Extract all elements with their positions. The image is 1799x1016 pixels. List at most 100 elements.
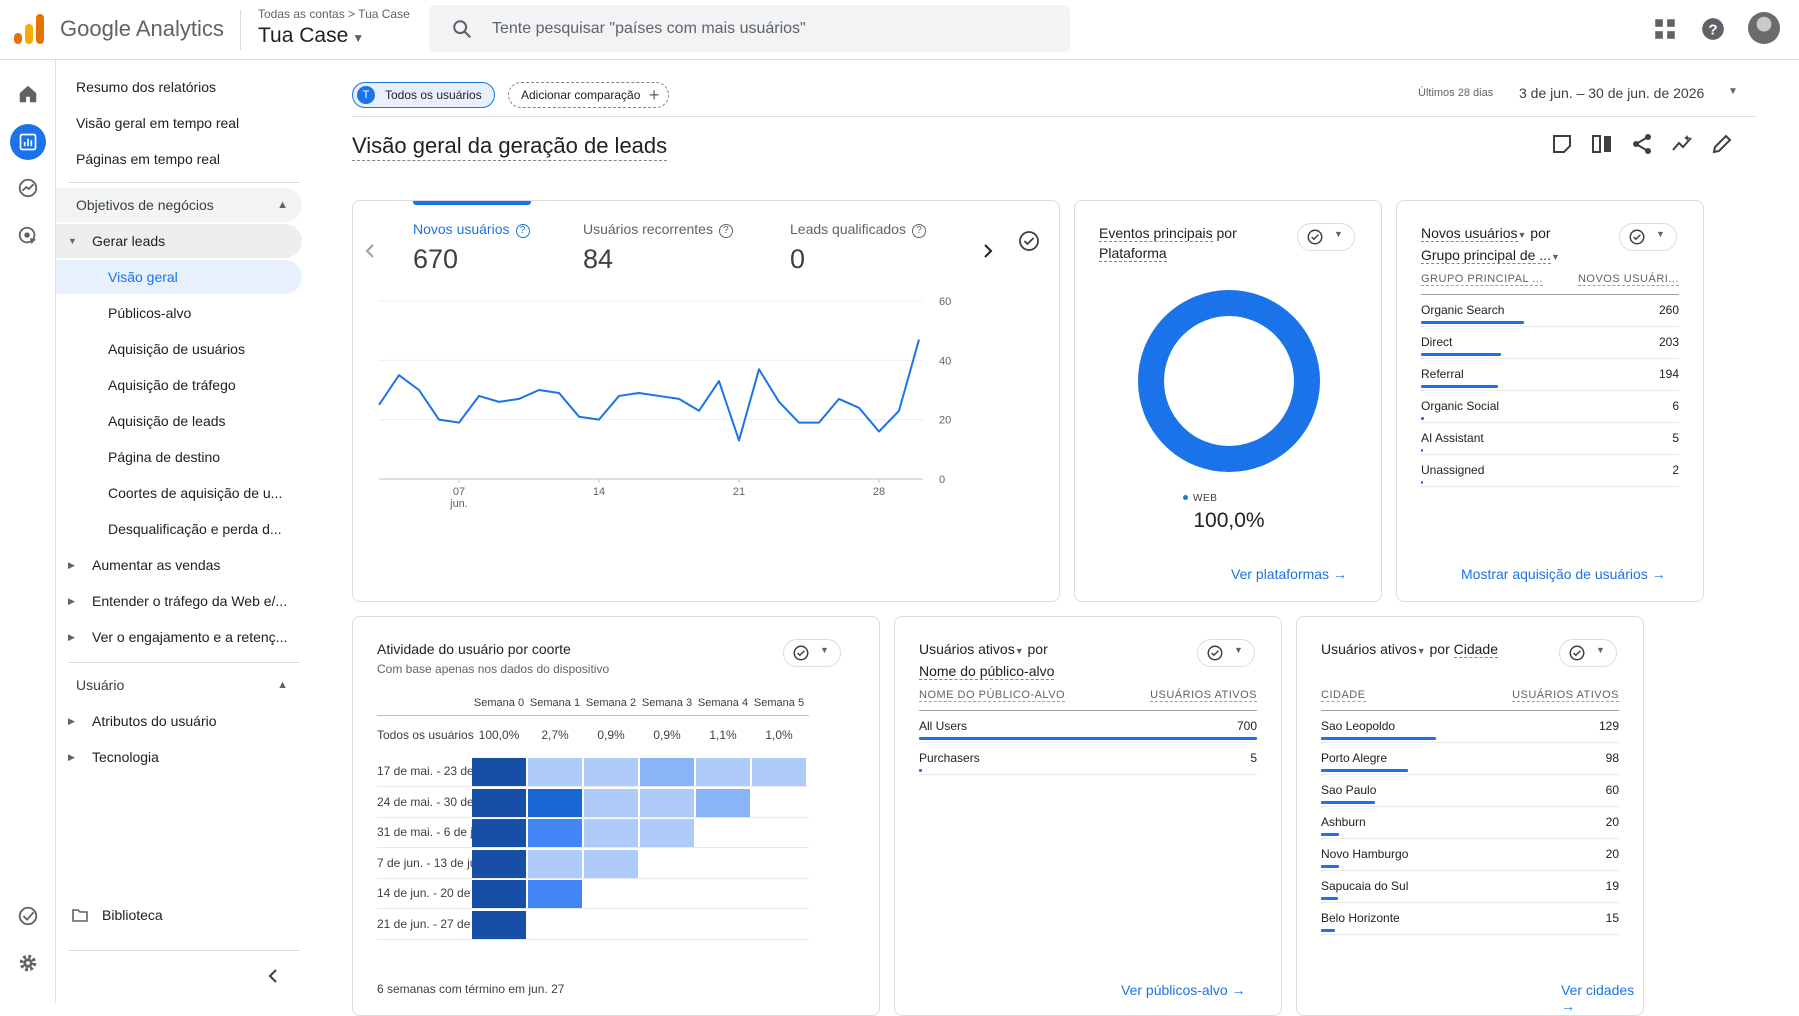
edit-icon[interactable] (1710, 132, 1734, 156)
dimension-selector[interactable]: Plataforma (1099, 245, 1167, 262)
cohort-cell[interactable] (584, 758, 638, 786)
column-header[interactable]: GRUPO PRINCIPAL ... (1421, 273, 1543, 286)
nav-generate-leads[interactable]: ▼ Gerar leads (56, 224, 302, 258)
help-icon[interactable]: ? (911, 224, 926, 238)
city-row[interactable]: Novo Hamburgo 20 (1321, 839, 1619, 871)
cohort-cell[interactable] (584, 819, 638, 847)
nav-acquisition-cohorts[interactable]: Coortes de aquisição de u... (108, 485, 283, 501)
help-icon[interactable]: ? (515, 224, 530, 238)
nav-user-attributes[interactable]: ▶ Atributos do usuário (56, 704, 302, 738)
breadcrumb[interactable]: Todas as contas > Tua Case (258, 7, 410, 21)
home-icon[interactable] (14, 80, 42, 108)
cohort-cell[interactable] (640, 819, 694, 847)
city-row[interactable]: Ashburn 20 (1321, 807, 1619, 839)
nav-traffic-acquisition[interactable]: Aquisição de tráfego (108, 377, 236, 393)
view-cities-link[interactable]: Ver cidades → (1561, 982, 1643, 1014)
date-range-picker[interactable]: 3 de jun. – 30 de jun. de 2026 (1519, 85, 1705, 101)
metric-selector[interactable]: Usuários ativos (1321, 641, 1417, 657)
analytics-logo[interactable] (14, 14, 44, 44)
cohort-cell[interactable] (528, 758, 582, 786)
reports-icon[interactable] (10, 124, 46, 160)
account-avatar[interactable] (1748, 12, 1780, 44)
nav-realtime-pages[interactable]: Páginas em tempo real (76, 151, 220, 167)
column-header[interactable]: USUÁRIOS ATIVOS (1512, 689, 1619, 702)
metric-selector[interactable]: Usuários ativos (919, 641, 1015, 657)
view-audiences-link[interactable]: Ver públicos-alvo → (1121, 982, 1246, 998)
cohort-cell[interactable] (528, 819, 582, 847)
nav-disqualification[interactable]: Desqualificação e perda d... (108, 521, 282, 537)
apps-grid-icon[interactable] (1652, 16, 1678, 42)
column-header[interactable]: NOVOS USUÁRI... (1577, 273, 1679, 286)
cohort-cell[interactable] (528, 849, 582, 878)
city-row[interactable]: Belo Horizonte 15 (1321, 903, 1619, 935)
city-row[interactable]: Porto Alegre 98 (1321, 743, 1619, 775)
acquisition-row[interactable]: Organic Search 260 (1421, 295, 1679, 327)
comparison-chip-all-users[interactable]: T Todos os usuários (352, 82, 495, 108)
nav-web-traffic[interactable]: ▶ Entender o tráfego da Web e/... (56, 584, 302, 618)
column-header[interactable]: CIDADE (1321, 689, 1366, 702)
cohort-cell[interactable] (472, 910, 526, 939)
nav-overview[interactable]: Visão geral (56, 260, 302, 294)
column-header[interactable]: NOME DO PÚBLICO-ALVO (919, 689, 1066, 702)
nav-audiences[interactable]: Públicos-alvo (108, 305, 192, 321)
metric-tab-new-users[interactable]: Novos usuários? 670 (413, 221, 530, 275)
caret-down-icon[interactable]: ▼ (1728, 86, 1738, 97)
dimension-selector[interactable]: Cidade (1453, 641, 1499, 658)
metric-tab-qualified-leads[interactable]: Leads qualificados? 0 (790, 221, 926, 275)
search-bar[interactable]: Tente pesquisar "países com mais usuário… (429, 5, 1070, 52)
nav-engagement[interactable]: ▶ Ver o engajamento e a retenç... (56, 620, 302, 654)
advertising-icon[interactable] (14, 222, 42, 250)
nav-lead-acquisition[interactable]: Aquisição de leads (108, 413, 226, 429)
cohort-cell[interactable] (528, 788, 582, 817)
acquisition-row[interactable]: AI Assistant 5 (1421, 423, 1679, 455)
acquisition-row[interactable]: Organic Social 6 (1421, 391, 1679, 423)
compare-menu-button[interactable]: ▼ (1297, 223, 1355, 251)
city-row[interactable]: Sapucaia do Sul 19 (1321, 871, 1619, 903)
column-header[interactable]: USUÁRIOS ATIVOS (1150, 689, 1257, 702)
cohort-cell[interactable] (472, 788, 526, 817)
collapse-nav-icon[interactable] (266, 968, 280, 984)
compare-menu-button[interactable]: ▼ (1197, 639, 1255, 667)
compare-menu-button[interactable]: ▼ (1619, 223, 1677, 251)
add-comparison-button[interactable]: Adicionar comparação + (508, 82, 670, 108)
nav-section-user[interactable]: Usuário ▲ (56, 668, 302, 702)
settings-icon[interactable] (14, 949, 42, 977)
nav-section-business-objectives[interactable]: Objetivos de negócios ▲ (56, 188, 302, 222)
cohort-cell[interactable] (472, 758, 526, 786)
city-row[interactable]: Sao Leopoldo 129 (1321, 711, 1619, 743)
compare-menu-button[interactable]: ▼ (1559, 639, 1617, 667)
help-icon[interactable]: ? (1700, 16, 1726, 42)
compare-menu-button[interactable]: ▼ (783, 639, 841, 667)
nav-landing-page[interactable]: Página de destino (108, 449, 221, 465)
nav-library[interactable]: Biblioteca (56, 898, 302, 932)
app-title[interactable]: Google Analytics (60, 16, 224, 41)
audience-row[interactable]: Purchasers 5 (919, 743, 1257, 775)
cohort-cell[interactable] (640, 788, 694, 817)
dimension-selector[interactable]: Grupo principal de ... (1421, 247, 1551, 264)
metric-tab-returning-users[interactable]: Usuários recorrentes? 84 (583, 221, 733, 275)
cohort-cell[interactable] (640, 758, 694, 786)
account-selector[interactable]: Tua Case ▼ (258, 24, 364, 48)
nav-user-acquisition[interactable]: Aquisição de usuários (108, 341, 245, 357)
series-line[interactable] (378, 339, 920, 442)
chevron-left-icon[interactable] (363, 243, 377, 259)
metric-selector[interactable]: Novos usuários (1421, 225, 1518, 242)
cohort-cell[interactable] (696, 788, 750, 817)
view-platforms-link[interactable]: Ver plataformas → (1231, 566, 1347, 582)
chevron-right-icon[interactable] (981, 243, 995, 259)
dimension-selector[interactable]: Nome do público-alvo (919, 663, 1055, 680)
cohort-cell[interactable] (472, 880, 526, 908)
help-icon[interactable]: ? (718, 224, 733, 238)
admin-check-icon[interactable] (14, 902, 42, 930)
check-circle-icon[interactable] (1017, 229, 1041, 253)
explore-icon[interactable] (14, 174, 42, 202)
cohort-cell[interactable] (696, 758, 750, 786)
acquisition-row[interactable]: Direct 203 (1421, 327, 1679, 359)
city-row[interactable]: Sao Paulo 60 (1321, 775, 1619, 807)
insights-icon[interactable] (1670, 132, 1694, 156)
audience-row[interactable]: All Users 700 (919, 711, 1257, 743)
cohort-cell[interactable] (584, 849, 638, 878)
show-user-acquisition-link[interactable]: Mostrar aquisição de usuários → (1461, 566, 1666, 582)
cohort-cell[interactable] (472, 819, 526, 847)
acquisition-row[interactable]: Referral 194 (1421, 359, 1679, 391)
